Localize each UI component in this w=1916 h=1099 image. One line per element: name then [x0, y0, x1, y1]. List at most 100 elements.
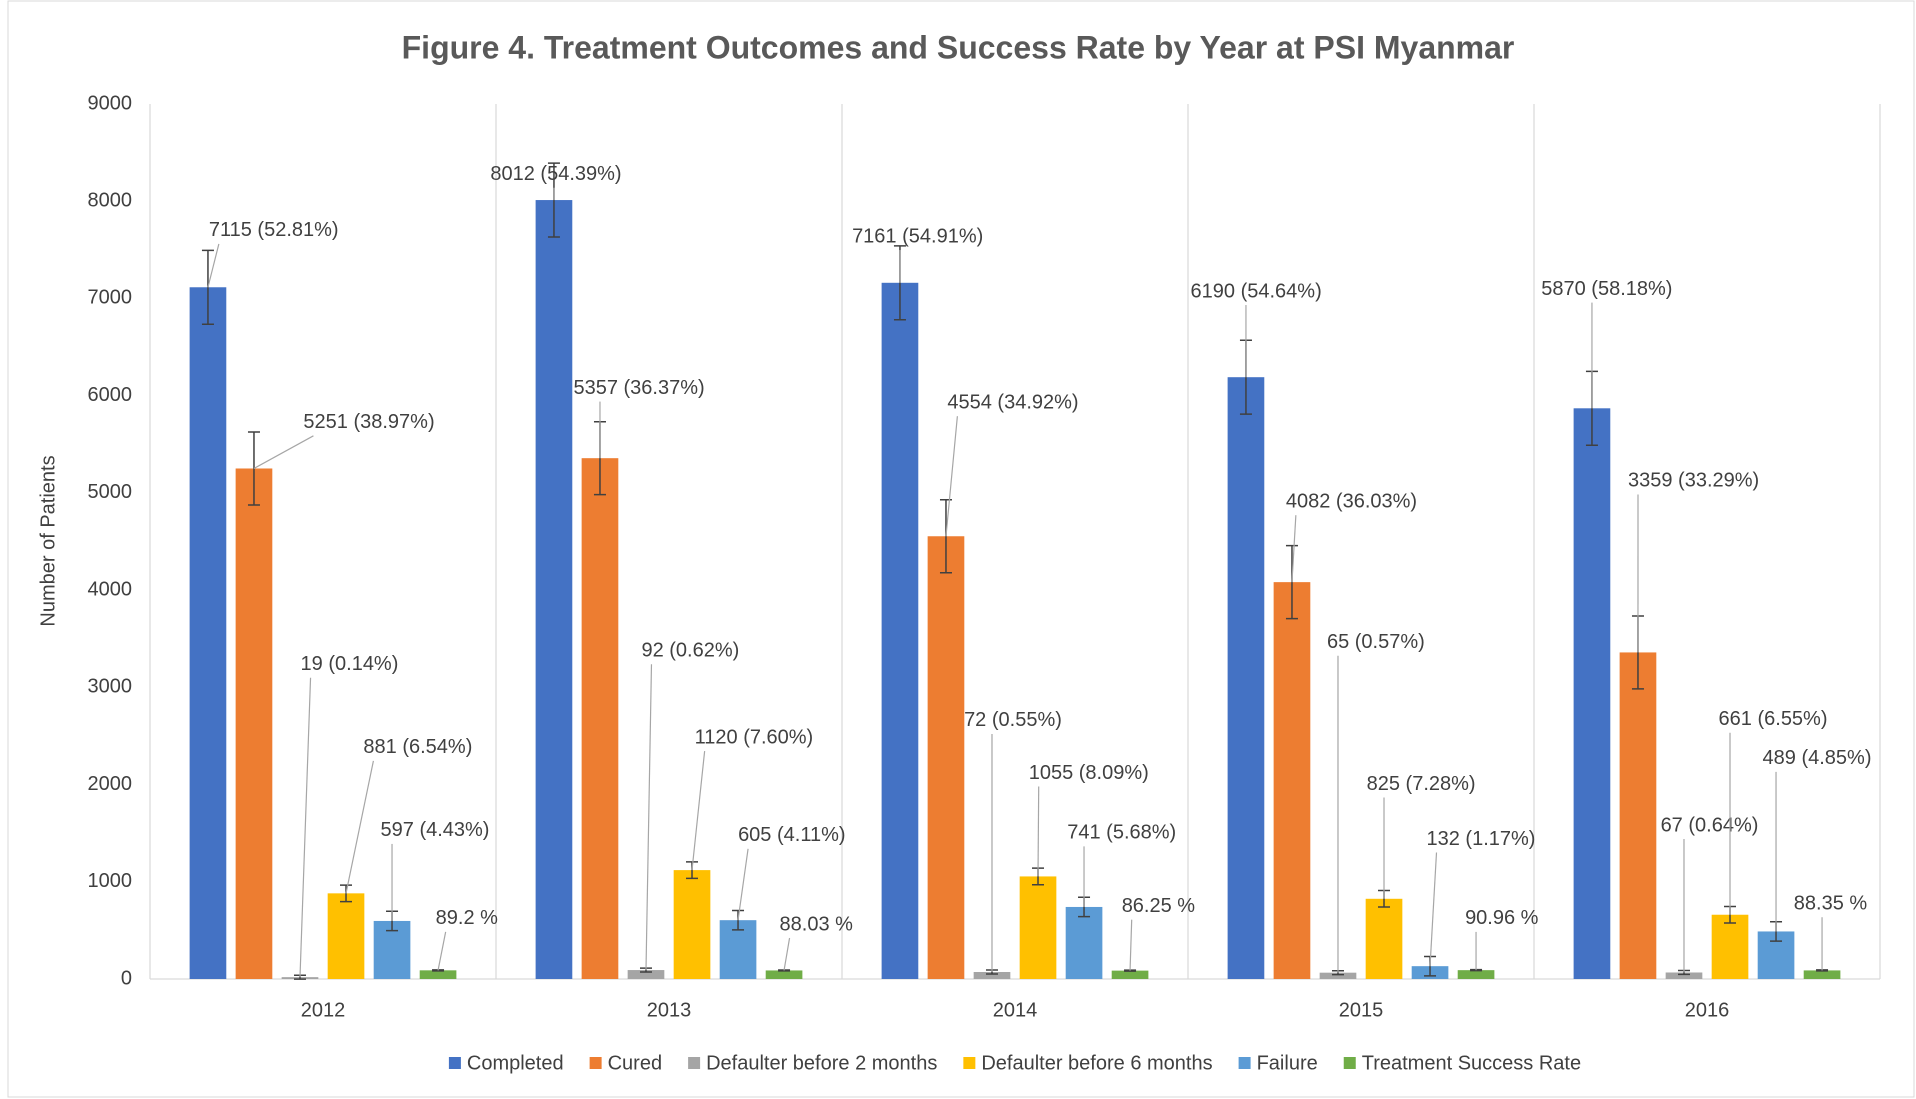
leader-line	[437, 931, 447, 971]
x-tick-label: 2015	[1339, 999, 1384, 1021]
data-label: 5251 (38.97%)	[303, 411, 434, 433]
data-label: 597 (4.43%)	[381, 819, 490, 841]
bar	[1665, 972, 1703, 979]
data-label: 65 (0.57%)	[1327, 631, 1425, 653]
bar	[627, 970, 665, 979]
bar	[235, 468, 273, 979]
legend-swatch	[688, 1057, 701, 1069]
bar	[1803, 970, 1841, 979]
leader-line	[345, 760, 375, 894]
bar	[189, 287, 227, 979]
legend-label: Defaulter before 6 months	[981, 1052, 1212, 1074]
data-label: 88.35 %	[1794, 893, 1868, 915]
y-axis-label: Number of Patients	[37, 455, 59, 626]
legend-swatch	[963, 1057, 976, 1069]
y-tick-label: 3000	[88, 676, 133, 698]
leader-line	[253, 435, 314, 470]
bar	[1019, 876, 1057, 979]
bar	[673, 870, 711, 979]
y-tick-label: 5000	[88, 481, 133, 503]
legend-label: Cured	[608, 1052, 662, 1074]
error-bar	[1285, 544, 1298, 620]
data-label: 4554 (34.92%)	[947, 392, 1078, 414]
y-tick-label: 2000	[88, 773, 133, 795]
leader-line	[945, 416, 958, 537]
leader-line	[691, 750, 706, 871]
data-label: 72 (0.55%)	[964, 709, 1062, 731]
data-label: 89.2 %	[436, 907, 498, 929]
bar	[1619, 652, 1657, 979]
x-tick-label: 2014	[993, 999, 1038, 1021]
bar	[1111, 970, 1149, 979]
legend-label: Completed	[467, 1052, 564, 1074]
leader-line	[783, 937, 791, 971]
bar	[581, 458, 619, 979]
leader-line	[1129, 919, 1133, 971]
bar	[1065, 906, 1103, 979]
data-label: 881 (6.54%)	[363, 736, 472, 758]
data-label: 6190 (54.64%)	[1191, 280, 1322, 302]
legend-swatch	[1238, 1057, 1251, 1069]
legend-label: Treatment Success Rate	[1362, 1052, 1581, 1074]
x-tick-label: 2012	[301, 999, 346, 1021]
x-tick-label: 2016	[1685, 999, 1730, 1021]
data-label: 67 (0.64%)	[1661, 814, 1759, 836]
y-tick-label: 4000	[88, 578, 133, 600]
data-label: 5870 (58.18%)	[1541, 278, 1672, 300]
legend-swatch	[448, 1057, 461, 1069]
data-label: 661 (6.55%)	[1719, 708, 1828, 730]
data-label: 4082 (36.03%)	[1286, 490, 1417, 512]
bar	[1365, 898, 1403, 979]
data-label: 8012 (54.39%)	[490, 163, 621, 185]
bar	[973, 972, 1011, 979]
bar	[1227, 377, 1265, 979]
bar	[1273, 582, 1311, 979]
bar	[327, 893, 365, 979]
legend-swatch	[1343, 1057, 1356, 1069]
y-tick-label: 6000	[88, 384, 133, 406]
leader-line	[207, 243, 220, 288]
data-label: 7115 (52.81%)	[209, 219, 339, 241]
data-label: 1120 (7.60%)	[695, 726, 814, 748]
bar	[419, 970, 457, 979]
legend-label: Failure	[1257, 1052, 1318, 1074]
y-tick-label: 9000	[88, 92, 133, 114]
data-label: 7161 (54.91%)	[852, 225, 983, 247]
legend-label: Defaulter before 2 months	[706, 1052, 937, 1074]
bar	[535, 200, 573, 980]
y-tick-label: 8000	[88, 190, 133, 212]
leader-line	[1429, 852, 1438, 967]
chart-title: Figure 4. Treatment Outcomes and Success…	[402, 29, 1515, 65]
x-tick-label: 2013	[647, 999, 692, 1021]
data-label: 88.03 %	[780, 913, 854, 935]
leader-line	[299, 677, 312, 978]
bar	[1573, 408, 1611, 979]
data-label: 825 (7.28%)	[1367, 773, 1476, 795]
leader-line	[1291, 515, 1297, 583]
y-tick-label: 7000	[88, 287, 133, 309]
leader-line	[1037, 786, 1040, 877]
bar	[1319, 972, 1357, 979]
data-label: 3359 (33.29%)	[1628, 470, 1759, 492]
data-label: 132 (1.17%)	[1427, 828, 1536, 850]
leader-line	[737, 848, 749, 921]
data-label: 5357 (36.37%)	[573, 377, 704, 399]
bar	[1711, 914, 1749, 979]
legend-swatch	[589, 1057, 602, 1069]
y-tick-label: 0	[121, 967, 132, 989]
bar	[927, 536, 965, 979]
data-label: 605 (4.11%)	[738, 824, 845, 846]
data-label: 1055 (8.09%)	[1029, 762, 1149, 784]
bar	[881, 282, 919, 980]
data-label: 92 (0.62%)	[641, 640, 739, 662]
data-label: 90.96 %	[1465, 907, 1539, 929]
data-label: 86.25 %	[1122, 895, 1196, 917]
bar	[1457, 970, 1495, 979]
data-label: 489 (4.85%)	[1763, 747, 1872, 769]
data-label: 741 (5.68%)	[1067, 822, 1176, 844]
data-label: 19 (0.14%)	[301, 653, 399, 675]
y-tick-label: 1000	[88, 870, 133, 892]
leader-line	[645, 664, 653, 971]
bar	[765, 970, 803, 979]
